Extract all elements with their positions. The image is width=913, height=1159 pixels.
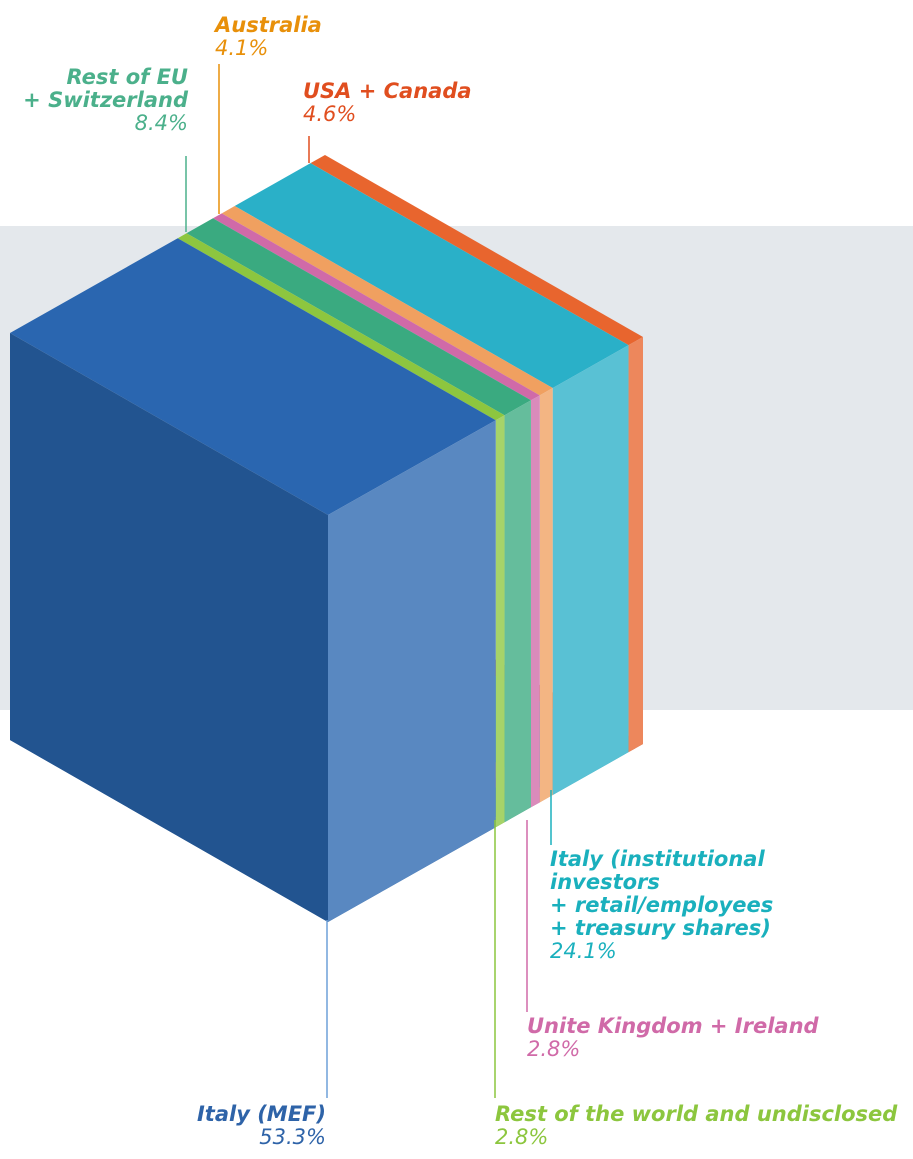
- label-italy-mef: Italy (MEF) 53.3%: [130, 1103, 326, 1149]
- cube-front-face: [10, 333, 328, 922]
- cube-side-rest-of-eu-2: [504, 400, 531, 823]
- label-italy-institutional-name: Italy (institutional investors + retail/…: [550, 847, 774, 940]
- label-australia-value: 4.1%: [215, 36, 269, 60]
- cube-top-australia-4: [221, 206, 553, 396]
- cube-top-usa-canada-6: [310, 155, 643, 346]
- cube-side-italy-institutional-5: [552, 345, 629, 796]
- label-rest-world-name: Rest of the world and undisclosed: [495, 1102, 898, 1126]
- label-australia: Australia 4.1%: [215, 14, 322, 60]
- cube-side-unite-kingdom-ireland-3: [530, 395, 540, 808]
- cube-top-italy-mef-0: [10, 238, 496, 516]
- label-italy-institutional-value: 24.1%: [550, 939, 617, 963]
- label-usa-canada-name: USA + Canada: [303, 79, 472, 103]
- label-rest-world-value: 2.8%: [495, 1125, 549, 1149]
- cube-side-italy-mef-0: [328, 420, 496, 922]
- cube-side-usa-canada-6: [628, 337, 643, 753]
- label-usa-canada-value: 4.6%: [303, 102, 357, 126]
- label-uk-ireland: Unite Kingdom + Ireland 2.8%: [527, 1015, 819, 1061]
- cube-top-italy-institutional-5: [234, 163, 629, 389]
- label-uk-ireland-value: 2.8%: [527, 1037, 581, 1061]
- label-uk-ireland-name: Unite Kingdom + Ireland: [527, 1014, 819, 1038]
- label-rest-eu-value: 8.4%: [134, 111, 188, 135]
- cube-side-rest-of-the-world-and-undisclosed-1: [495, 415, 505, 828]
- label-italy-mef-value: 53.3%: [259, 1125, 326, 1149]
- label-rest-eu: Rest of EU + Switzerland 8.4%: [10, 66, 188, 135]
- label-italy-mef-name: Italy (MEF): [196, 1102, 326, 1126]
- label-italy-institutional: Italy (institutional investors + retail/…: [550, 848, 773, 963]
- label-rest-world: Rest of the world and undisclosed 2.8%: [495, 1103, 897, 1149]
- label-rest-eu-name: Rest of EU + Switzerland: [23, 65, 188, 112]
- cube-top-rest-of-eu-2: [186, 218, 531, 416]
- cube-top-rest-of-the-world-and-undisclosed-1: [177, 233, 505, 421]
- label-usa-canada: USA + Canada 4.6%: [303, 80, 472, 126]
- label-australia-name: Australia: [215, 13, 322, 37]
- cube-side-australia-4: [539, 388, 553, 803]
- cube-top-unite-kingdom-ireland-3: [212, 213, 540, 401]
